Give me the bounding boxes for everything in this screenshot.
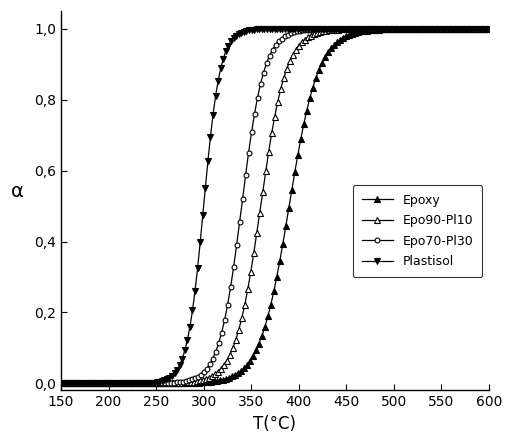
Plastisol — [58, 381, 64, 386]
Epo70-Pl30 — [391, 26, 398, 32]
Epoxy — [399, 26, 405, 32]
Epo90-Pl10 — [351, 26, 358, 32]
Epo90-Pl10 — [399, 26, 405, 32]
Epo90-Pl10 — [231, 342, 237, 347]
Epo90-Pl10 — [391, 26, 398, 32]
Epoxy — [391, 27, 398, 32]
Line: Epoxy: Epoxy — [58, 26, 491, 386]
Plastisol — [231, 35, 237, 40]
Epo90-Pl10 — [58, 381, 64, 386]
Y-axis label: α: α — [11, 182, 24, 201]
Line: Plastisol: Plastisol — [58, 26, 491, 386]
Epo90-Pl10 — [246, 277, 252, 282]
Epoxy — [486, 26, 492, 32]
Plastisol — [102, 381, 108, 386]
Epo70-Pl30 — [351, 26, 358, 32]
Plastisol — [391, 26, 398, 32]
Epoxy — [351, 30, 358, 36]
Epo70-Pl30 — [399, 26, 405, 32]
Plastisol — [399, 26, 405, 32]
Plastisol — [484, 26, 490, 32]
Plastisol — [246, 28, 252, 33]
Epo70-Pl30 — [486, 26, 492, 32]
Epoxy — [102, 381, 108, 386]
Epoxy — [246, 359, 252, 364]
X-axis label: T(°C): T(°C) — [253, 415, 297, 433]
Plastisol — [486, 26, 492, 32]
Line: Epo90-Pl10: Epo90-Pl10 — [58, 26, 491, 386]
Plastisol — [351, 26, 358, 32]
Epo90-Pl10 — [486, 26, 492, 32]
Epo70-Pl30 — [58, 381, 64, 386]
Epo90-Pl10 — [102, 381, 108, 386]
Line: Epo70-Pl30: Epo70-Pl30 — [58, 26, 491, 386]
Epoxy — [231, 373, 237, 378]
Epo70-Pl30 — [231, 262, 237, 267]
Legend: Epoxy, Epo90-Pl10, Epo70-Pl30, Plastisol: Epoxy, Epo90-Pl10, Epo70-Pl30, Plastisol — [353, 185, 482, 277]
Epo70-Pl30 — [102, 381, 108, 386]
Epo70-Pl30 — [246, 144, 252, 149]
Epoxy — [58, 381, 64, 386]
